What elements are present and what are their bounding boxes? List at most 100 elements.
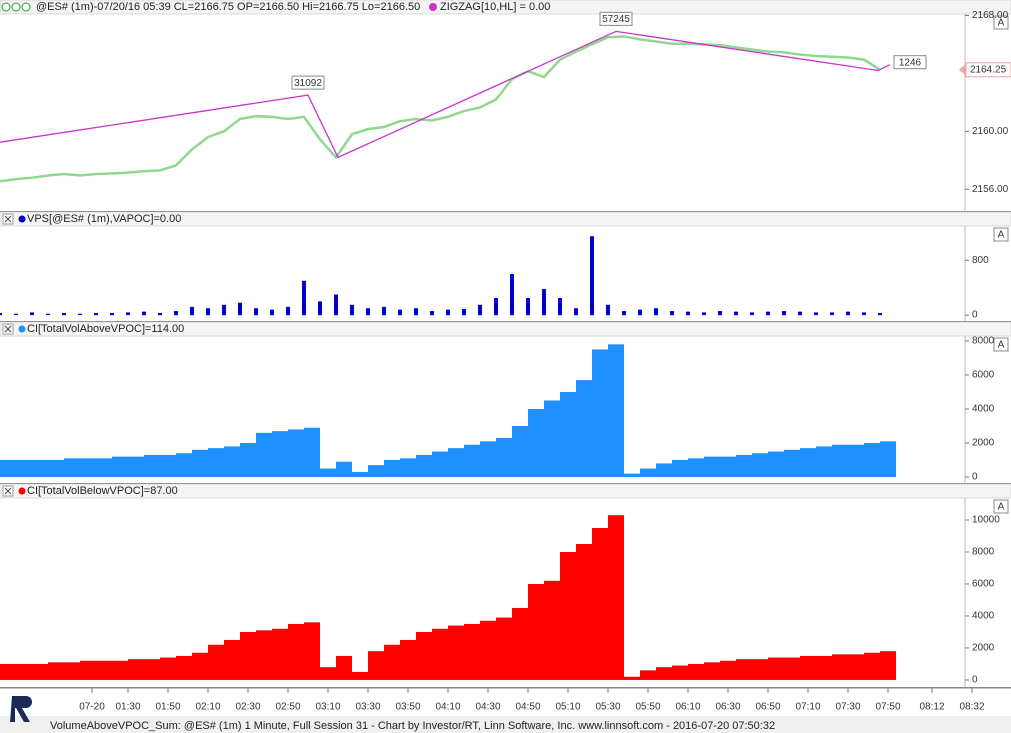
bar — [608, 515, 624, 680]
bar — [544, 580, 560, 680]
y-tick-label: 800 — [972, 255, 989, 266]
bar — [96, 660, 112, 680]
bar — [576, 380, 592, 478]
last-price-marker — [959, 64, 965, 75]
bar — [686, 311, 690, 316]
bar — [192, 652, 208, 680]
bar — [192, 449, 208, 478]
bar — [0, 663, 16, 680]
autoscale-button[interactable] — [993, 499, 1009, 514]
bar — [816, 446, 832, 478]
x-tick-label: 06:50 — [755, 702, 780, 713]
bar — [14, 313, 18, 316]
vertex-label: 31092 — [294, 78, 322, 89]
bar — [846, 311, 850, 316]
close-icon — [4, 215, 12, 223]
bar — [208, 448, 224, 478]
bar — [670, 310, 674, 316]
autoscale-label: A — [998, 502, 1005, 513]
window-button[interactable] — [21, 2, 31, 12]
bar — [238, 302, 242, 316]
bar — [752, 659, 768, 680]
bar — [798, 311, 802, 316]
chart-title: @ES# (1m)-07/20/16 05:39 CL=2166.75 OP=2… — [36, 1, 420, 13]
window-button[interactable] — [11, 2, 21, 12]
y-tick-label: 2160.00 — [972, 126, 1009, 137]
pane-header — [0, 321, 1011, 337]
bar — [352, 671, 368, 680]
bar — [752, 453, 768, 478]
bar — [448, 625, 464, 680]
autoscale-button[interactable] — [993, 337, 1009, 352]
bar — [400, 639, 416, 680]
bar — [590, 236, 594, 316]
bar — [702, 312, 706, 316]
x-tick-label: 01:50 — [155, 702, 180, 713]
y-tick-label: 2168.00 — [972, 10, 1009, 21]
bar — [368, 465, 384, 478]
bar — [96, 458, 112, 478]
bar — [126, 312, 130, 316]
bar — [272, 431, 288, 478]
bar — [0, 313, 2, 316]
bar — [224, 446, 240, 478]
bar — [176, 453, 192, 478]
bar — [528, 408, 544, 478]
bar — [718, 310, 722, 316]
bar — [864, 443, 880, 478]
bar — [80, 660, 96, 680]
y-tick-label: 0 — [972, 675, 978, 686]
bar — [544, 400, 560, 478]
bar — [176, 655, 192, 680]
bar — [30, 312, 34, 316]
bar — [302, 280, 306, 316]
x-tick-label: 02:50 — [275, 702, 300, 713]
x-tick-label: 07:10 — [795, 702, 820, 713]
bar — [512, 607, 528, 680]
bar — [142, 311, 146, 316]
bar — [352, 471, 368, 478]
bar — [720, 660, 736, 680]
bar — [672, 460, 688, 478]
bar — [672, 665, 688, 680]
autoscale-button[interactable] — [993, 15, 1009, 30]
bar — [560, 391, 576, 478]
vertex-label-box — [599, 11, 633, 26]
bar — [832, 444, 848, 478]
x-tick-label: 07:50 — [875, 702, 900, 713]
bar — [656, 463, 672, 478]
bar — [688, 663, 704, 680]
y-tick-label: 6000 — [972, 579, 995, 590]
x-tick-label: 03:10 — [315, 702, 340, 713]
bar — [400, 458, 416, 478]
bar — [782, 310, 786, 316]
bar — [750, 312, 754, 316]
price-line — [0, 35, 881, 183]
bar — [830, 312, 834, 316]
bar — [286, 306, 290, 316]
bar — [816, 655, 832, 680]
bar — [814, 312, 818, 316]
bar — [720, 456, 736, 478]
window-button[interactable] — [1, 2, 11, 12]
bar — [48, 662, 64, 680]
x-tick-label: 02:30 — [235, 702, 260, 713]
autoscale-button[interactable] — [993, 227, 1009, 242]
bar — [46, 313, 50, 316]
bar — [736, 659, 752, 680]
y-tick-label: 4000 — [972, 404, 995, 415]
bar — [784, 657, 800, 680]
bar — [304, 427, 320, 478]
x-tick-label: 05:50 — [635, 702, 660, 713]
x-tick-label: 07:30 — [835, 702, 860, 713]
y-tick-label: 8000 — [972, 336, 995, 347]
logo — [10, 696, 32, 722]
vertex-label: 57245 — [602, 14, 630, 25]
y-tick-label: 10000 — [972, 515, 1000, 526]
bar — [654, 308, 658, 316]
bar — [446, 309, 450, 316]
bar — [496, 437, 512, 478]
bar — [480, 620, 496, 680]
bar — [848, 444, 864, 478]
bar — [880, 651, 896, 680]
